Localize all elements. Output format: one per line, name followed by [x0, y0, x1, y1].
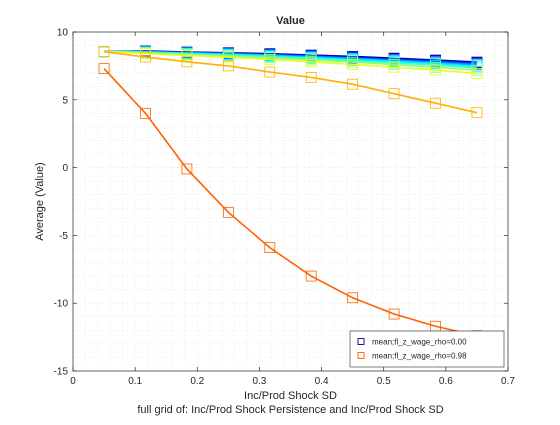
series-line [103, 50, 478, 114]
data-point [388, 308, 400, 320]
series-8 [98, 46, 483, 119]
data-point [388, 88, 400, 100]
data-point [222, 60, 234, 72]
data-point [388, 61, 400, 73]
y-tick-label: -5 [59, 231, 68, 242]
data-point [140, 107, 151, 119]
data-point [181, 163, 193, 175]
x-tick-label: 0.6 [439, 376, 453, 387]
series-layer [98, 45, 483, 342]
data-point [347, 292, 359, 304]
series-line [103, 68, 478, 337]
data-point [264, 242, 276, 254]
x-tick-label: 0.3 [252, 376, 266, 387]
data-point [222, 51, 234, 63]
data-point [305, 270, 317, 282]
y-axis-label: Average (Value) [34, 162, 46, 240]
series-7 [98, 46, 483, 79]
legend-marker [357, 352, 365, 359]
data-point [430, 64, 441, 76]
data-point [264, 66, 276, 78]
x-tick-label: 0.1 [128, 376, 142, 387]
data-point [347, 78, 359, 90]
plot-area [73, 32, 508, 371]
series-line [104, 50, 477, 75]
data-point [181, 56, 193, 68]
data-point [98, 63, 110, 75]
data-point [140, 51, 151, 63]
data-point [430, 97, 441, 109]
data-point [347, 59, 359, 70]
footnote: full grid of: Inc/Prod Shock Persistence… [137, 404, 443, 416]
y-tick-label: -15 [54, 367, 69, 378]
legend-marker [357, 338, 365, 345]
legend-label: mean;fl_z_wage_rho=0.98 [372, 352, 467, 361]
x-tick-label: 0.2 [190, 376, 204, 387]
grid-lines [73, 32, 508, 371]
data-point [471, 107, 483, 119]
x-tick-label: 0.4 [315, 376, 329, 387]
data-point [305, 72, 317, 83]
x-axis-label: Inc/Prod Shock SD [244, 390, 337, 402]
plot-frame [72, 31, 509, 372]
data-point [98, 46, 110, 58]
data-point [222, 206, 234, 218]
legend-label: mean;fl_z_wage_rho=0.00 [372, 338, 467, 347]
y-tick-label: -10 [54, 299, 69, 310]
x-tick-label: 0 [70, 376, 76, 387]
chart-title: Value [276, 15, 305, 27]
x-tick-label: 0.7 [501, 376, 515, 387]
series-line [104, 50, 477, 72]
data-point [264, 53, 276, 65]
data-point [181, 50, 193, 61]
data-point [305, 56, 317, 68]
y-tick-label: 0 [62, 163, 68, 174]
y-tick-label: 5 [62, 95, 68, 106]
x-tick-label: 0.5 [377, 376, 391, 387]
y-tick-label: 10 [57, 28, 69, 39]
legend-box [349, 330, 505, 368]
axis-ticks: 0 0.1 0.2 0.3 0.4 0.5 0.6 0.7 -15 -10 -5 0 5 10 [54, 28, 516, 388]
legend: mean;fl_z_wage_rho=0.00 mean;fl_z_wage_rh… [349, 330, 505, 368]
data-point [471, 67, 483, 79]
